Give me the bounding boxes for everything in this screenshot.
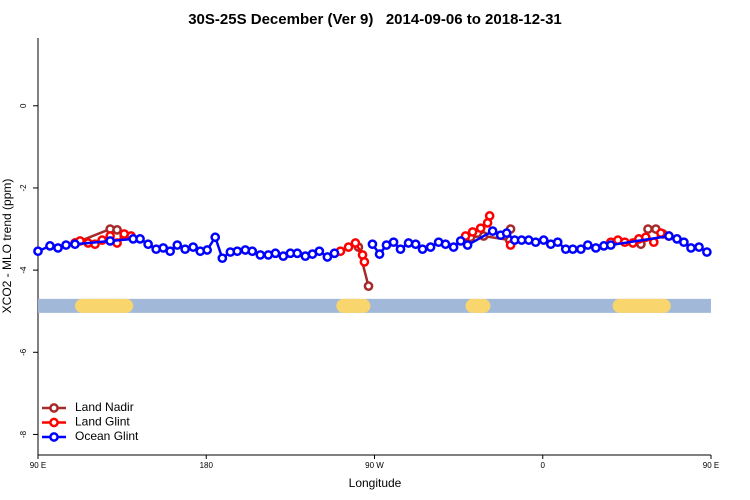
x-tick-label: 90 E	[703, 461, 719, 470]
y-tick-label: -8	[19, 430, 28, 438]
data-point	[552, 237, 563, 248]
data-point	[395, 244, 406, 255]
data-point	[350, 238, 361, 248]
data-point	[576, 244, 586, 255]
data-point	[143, 239, 153, 250]
data-point	[367, 239, 378, 250]
legend-marker	[49, 403, 59, 413]
data-point	[270, 248, 281, 259]
legend-label: Land Glint	[75, 415, 130, 429]
data-point	[45, 241, 55, 251]
data-point	[374, 249, 385, 259]
series-line	[74, 215, 670, 263]
data-point	[462, 240, 473, 250]
land-span	[336, 298, 371, 313]
data-point	[343, 242, 354, 252]
y-axis-label: XCO2 - MLO trend (ppm)	[0, 179, 14, 314]
data-point	[664, 231, 674, 241]
data-point	[484, 211, 495, 221]
data-point	[180, 244, 190, 255]
data-point	[582, 240, 593, 250]
x-axis-label: Longitude	[349, 476, 402, 490]
data-point	[33, 246, 43, 257]
data-point	[530, 237, 541, 248]
legend-label: Land Nadir	[75, 400, 134, 414]
data-point	[135, 234, 145, 244]
data-point	[475, 223, 486, 234]
x-tick-label: 180	[200, 461, 214, 470]
land-span	[75, 298, 134, 313]
data-point	[112, 225, 122, 235]
ocean-band	[38, 298, 711, 313]
data-point	[172, 240, 183, 250]
land-span	[612, 298, 671, 313]
data-point	[217, 253, 228, 264]
legend-marker	[49, 417, 59, 428]
chart-title: 30S-25S December (Ver 9) 2014-09-06 to 2…	[188, 11, 562, 28]
y-tick-label: -4	[19, 266, 28, 274]
data-point	[292, 248, 303, 259]
land-span	[465, 298, 491, 313]
data-point	[538, 235, 549, 245]
data-point	[455, 236, 466, 246]
data-point	[202, 245, 213, 255]
data-point	[440, 239, 451, 250]
y-tick-label: 0	[19, 103, 28, 108]
data-point	[410, 239, 421, 250]
x-tick-label: 90 E	[30, 461, 46, 470]
data-point	[686, 243, 696, 253]
data-point	[105, 236, 116, 246]
data-point	[210, 232, 221, 243]
data-point	[643, 224, 653, 234]
series-line	[74, 227, 664, 287]
data-point	[590, 243, 601, 253]
x-tick-label: 0	[541, 461, 546, 470]
y-tick-label: -2	[19, 184, 28, 192]
y-tick-label: -6	[19, 348, 28, 356]
data-point	[363, 281, 374, 291]
data-point	[165, 246, 176, 257]
data-point	[61, 240, 71, 250]
data-point	[567, 244, 578, 255]
x-tick-label: 90 W	[365, 461, 384, 470]
data-point	[679, 237, 689, 248]
data-point	[322, 252, 333, 262]
data-point	[501, 228, 512, 238]
data-point	[53, 243, 63, 253]
data-point	[232, 246, 243, 257]
data-point	[188, 242, 199, 252]
data-point	[702, 247, 712, 257]
data-point	[255, 250, 266, 260]
data-point	[487, 226, 498, 236]
data-point	[605, 240, 616, 250]
data-point	[70, 239, 80, 250]
data-point	[467, 227, 478, 237]
legend-label: Ocean Glint	[75, 429, 139, 443]
data-point	[359, 257, 370, 267]
data-point	[329, 248, 340, 259]
data-point	[425, 242, 436, 252]
data-point	[448, 242, 459, 252]
data-point	[247, 246, 258, 257]
legend-marker	[49, 432, 59, 442]
data-point	[694, 242, 704, 252]
data-point	[388, 237, 399, 248]
data-point	[417, 244, 428, 255]
data-point	[314, 246, 325, 257]
